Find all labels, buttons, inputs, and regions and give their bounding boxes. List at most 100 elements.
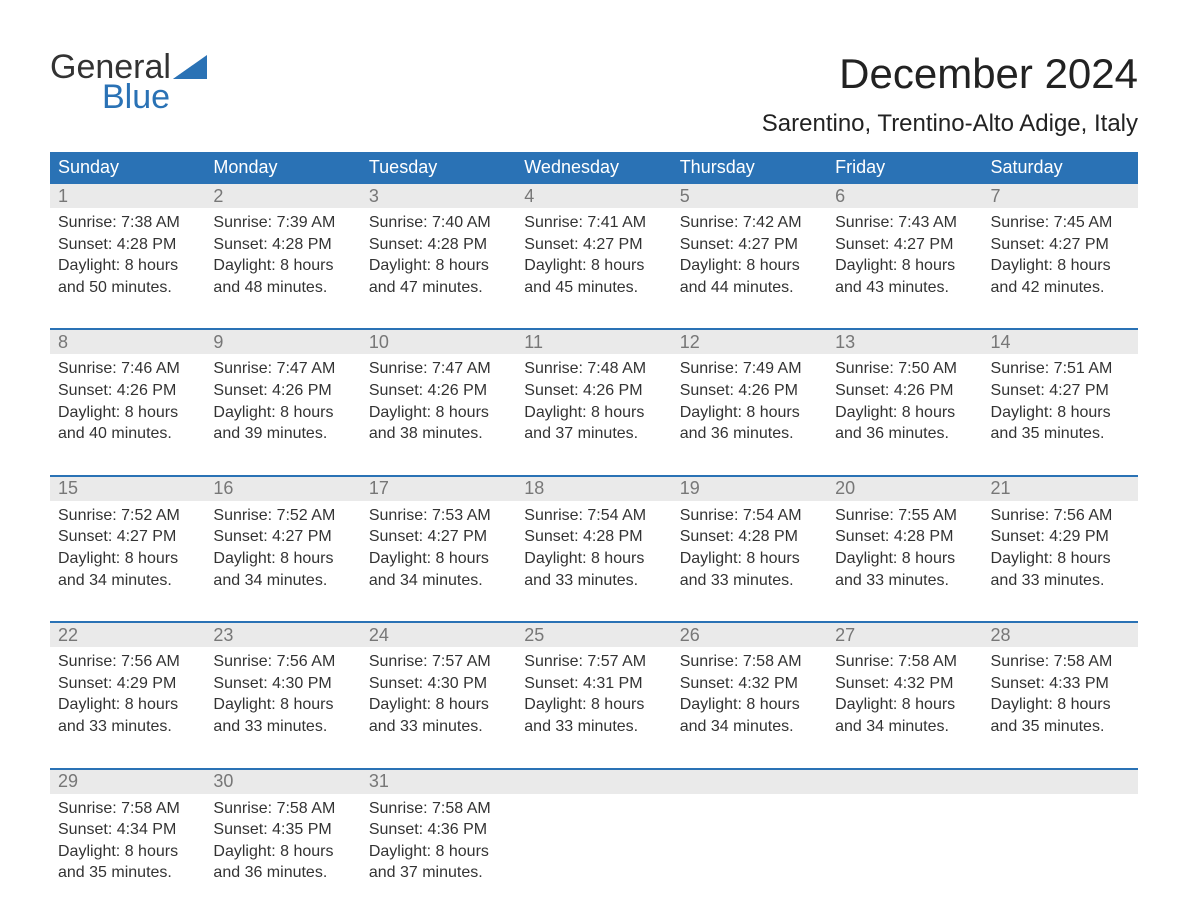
- sunset-line: Sunset: 4:34 PM: [58, 819, 197, 841]
- daylight-line-1: Daylight: 8 hours: [524, 694, 663, 716]
- weekday-header: Thursday: [672, 157, 827, 178]
- sunset-line: Sunset: 4:31 PM: [524, 673, 663, 695]
- calendar: SundayMondayTuesdayWednesdayThursdayFrid…: [50, 152, 1138, 888]
- sunrise-line: Sunrise: 7:52 AM: [213, 505, 352, 527]
- sunrise-line: Sunrise: 7:47 AM: [213, 358, 352, 380]
- brand-logo: General Blue: [50, 50, 207, 114]
- daylight-line-1: Daylight: 8 hours: [369, 548, 508, 570]
- daylight-line-1: Daylight: 8 hours: [524, 402, 663, 424]
- sunrise-line: Sunrise: 7:56 AM: [58, 651, 197, 673]
- sunset-line: Sunset: 4:27 PM: [369, 526, 508, 548]
- weekday-header: Saturday: [983, 157, 1138, 178]
- day-number: 27: [827, 625, 982, 646]
- day-number: 6: [827, 186, 982, 207]
- sunrise-line: Sunrise: 7:41 AM: [524, 212, 663, 234]
- sunrise-line: Sunrise: 7:42 AM: [680, 212, 819, 234]
- sunrise-line: Sunrise: 7:58 AM: [213, 798, 352, 820]
- sunrise-line: Sunrise: 7:49 AM: [680, 358, 819, 380]
- daylight-line-2: and 36 minutes.: [835, 423, 974, 445]
- day-cell: Sunrise: 7:45 AMSunset: 4:27 PMDaylight:…: [983, 208, 1138, 302]
- day-cell: [516, 794, 671, 888]
- day-number: 28: [983, 625, 1138, 646]
- day-number: 17: [361, 478, 516, 499]
- day-number: 5: [672, 186, 827, 207]
- sunset-line: Sunset: 4:28 PM: [835, 526, 974, 548]
- daylight-line-1: Daylight: 8 hours: [835, 548, 974, 570]
- daybody-row: Sunrise: 7:46 AMSunset: 4:26 PMDaylight:…: [50, 354, 1138, 448]
- daylight-line-2: and 45 minutes.: [524, 277, 663, 299]
- sunset-line: Sunset: 4:33 PM: [991, 673, 1130, 695]
- week-row: 1234567Sunrise: 7:38 AMSunset: 4:28 PMDa…: [50, 182, 1138, 302]
- brand-word-2: Blue: [50, 80, 207, 114]
- day-number: 15: [50, 478, 205, 499]
- day-cell: Sunrise: 7:48 AMSunset: 4:26 PMDaylight:…: [516, 354, 671, 448]
- sunrise-line: Sunrise: 7:54 AM: [680, 505, 819, 527]
- daynum-row: 15161718192021: [50, 477, 1138, 501]
- day-number: 31: [361, 771, 516, 792]
- sunset-line: Sunset: 4:27 PM: [680, 234, 819, 256]
- day-cell: Sunrise: 7:39 AMSunset: 4:28 PMDaylight:…: [205, 208, 360, 302]
- daylight-line-1: Daylight: 8 hours: [835, 402, 974, 424]
- day-number: 13: [827, 332, 982, 353]
- sunrise-line: Sunrise: 7:57 AM: [524, 651, 663, 673]
- day-number: 7: [983, 186, 1138, 207]
- sunset-line: Sunset: 4:28 PM: [680, 526, 819, 548]
- day-cell: Sunrise: 7:38 AMSunset: 4:28 PMDaylight:…: [50, 208, 205, 302]
- daylight-line-2: and 42 minutes.: [991, 277, 1130, 299]
- sunrise-line: Sunrise: 7:55 AM: [835, 505, 974, 527]
- day-number: 12: [672, 332, 827, 353]
- daylight-line-1: Daylight: 8 hours: [991, 548, 1130, 570]
- month-title: December 2024: [762, 50, 1138, 98]
- daylight-line-2: and 39 minutes.: [213, 423, 352, 445]
- day-cell: Sunrise: 7:58 AMSunset: 4:36 PMDaylight:…: [361, 794, 516, 888]
- day-number: 19: [672, 478, 827, 499]
- daylight-line-2: and 33 minutes.: [524, 570, 663, 592]
- day-cell: Sunrise: 7:55 AMSunset: 4:28 PMDaylight:…: [827, 501, 982, 595]
- sunrise-line: Sunrise: 7:56 AM: [991, 505, 1130, 527]
- day-number: 4: [516, 186, 671, 207]
- sunrise-line: Sunrise: 7:47 AM: [369, 358, 508, 380]
- sunrise-line: Sunrise: 7:50 AM: [835, 358, 974, 380]
- day-number: 24: [361, 625, 516, 646]
- sunset-line: Sunset: 4:28 PM: [58, 234, 197, 256]
- daylight-line-1: Daylight: 8 hours: [369, 841, 508, 863]
- day-cell: [827, 794, 982, 888]
- day-number: 3: [361, 186, 516, 207]
- sunrise-line: Sunrise: 7:45 AM: [991, 212, 1130, 234]
- day-cell: [672, 794, 827, 888]
- day-cell: Sunrise: 7:47 AMSunset: 4:26 PMDaylight:…: [205, 354, 360, 448]
- daylight-line-2: and 44 minutes.: [680, 277, 819, 299]
- sunset-line: Sunset: 4:26 PM: [58, 380, 197, 402]
- day-cell: Sunrise: 7:51 AMSunset: 4:27 PMDaylight:…: [983, 354, 1138, 448]
- daylight-line-1: Daylight: 8 hours: [213, 694, 352, 716]
- sunrise-line: Sunrise: 7:58 AM: [58, 798, 197, 820]
- day-cell: Sunrise: 7:52 AMSunset: 4:27 PMDaylight:…: [50, 501, 205, 595]
- sunset-line: Sunset: 4:26 PM: [524, 380, 663, 402]
- daylight-line-2: and 33 minutes.: [680, 570, 819, 592]
- day-cell: Sunrise: 7:54 AMSunset: 4:28 PMDaylight:…: [516, 501, 671, 595]
- day-cell: Sunrise: 7:53 AMSunset: 4:27 PMDaylight:…: [361, 501, 516, 595]
- daynum-row: 1234567: [50, 184, 1138, 208]
- sunset-line: Sunset: 4:27 PM: [991, 234, 1130, 256]
- sunrise-line: Sunrise: 7:48 AM: [524, 358, 663, 380]
- daynum-row: 293031: [50, 770, 1138, 794]
- day-cell: Sunrise: 7:46 AMSunset: 4:26 PMDaylight:…: [50, 354, 205, 448]
- daylight-line-2: and 37 minutes.: [369, 862, 508, 884]
- daylight-line-1: Daylight: 8 hours: [991, 694, 1130, 716]
- sunrise-line: Sunrise: 7:57 AM: [369, 651, 508, 673]
- day-number: 18: [516, 478, 671, 499]
- day-number: 30: [205, 771, 360, 792]
- weekday-header: Sunday: [50, 157, 205, 178]
- sunset-line: Sunset: 4:28 PM: [369, 234, 508, 256]
- daylight-line-1: Daylight: 8 hours: [524, 548, 663, 570]
- day-cell: [983, 794, 1138, 888]
- daylight-line-2: and 33 minutes.: [58, 716, 197, 738]
- week-row: 22232425262728Sunrise: 7:56 AMSunset: 4:…: [50, 621, 1138, 741]
- daylight-line-2: and 34 minutes.: [58, 570, 197, 592]
- daylight-line-2: and 33 minutes.: [835, 570, 974, 592]
- daylight-line-1: Daylight: 8 hours: [58, 255, 197, 277]
- sunset-line: Sunset: 4:30 PM: [213, 673, 352, 695]
- day-cell: Sunrise: 7:58 AMSunset: 4:34 PMDaylight:…: [50, 794, 205, 888]
- day-number: 25: [516, 625, 671, 646]
- sunrise-line: Sunrise: 7:51 AM: [991, 358, 1130, 380]
